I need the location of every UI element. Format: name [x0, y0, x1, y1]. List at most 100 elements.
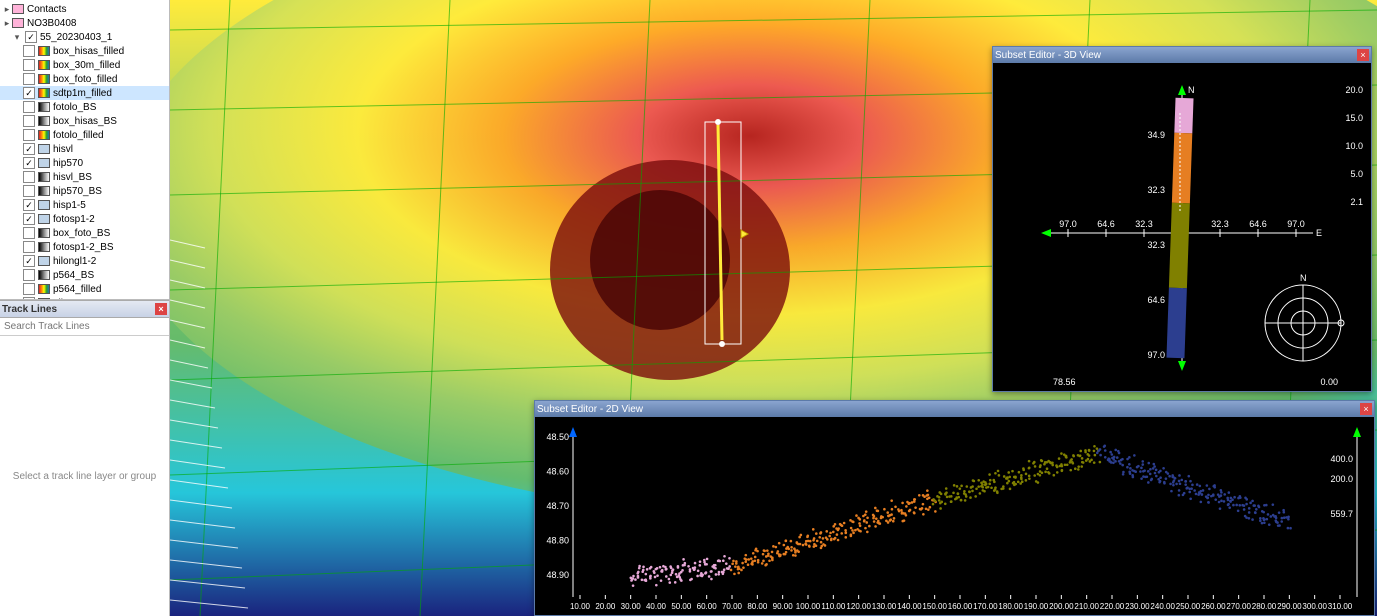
svg-text:190.00: 190.00: [1024, 602, 1049, 611]
tree-layer-item[interactable]: hip570: [0, 156, 169, 170]
checkbox[interactable]: [23, 45, 35, 57]
layer-label: box_foto_filled: [53, 74, 118, 85]
svg-text:160.00: 160.00: [948, 602, 973, 611]
swatch-icon: [38, 46, 50, 56]
swatch-icon: [38, 116, 50, 126]
tree-layer-item[interactable]: box_30m_filled: [0, 58, 169, 72]
svg-text:240.00: 240.00: [1150, 602, 1175, 611]
subset-editor-3d-panel[interactable]: Subset Editor - 3D View × N E 97.064.632: [992, 46, 1372, 392]
tree-layer-item[interactable]: box_foto_filled: [0, 72, 169, 86]
tree-layer-item[interactable]: hip570_BS: [0, 184, 169, 198]
tree-layer-item[interactable]: sdtp1m_filled: [0, 86, 169, 100]
svg-text:150.00: 150.00: [922, 602, 947, 611]
tree-layer-item[interactable]: hisvl: [0, 142, 169, 156]
svg-text:50.00: 50.00: [671, 602, 692, 611]
svg-text:200.00: 200.00: [1049, 602, 1074, 611]
layer-tree[interactable]: ▸ Contacts ▸ NO3B0408 ▾ 55_20230403_1 bo…: [0, 0, 169, 300]
svg-text:230.00: 230.00: [1125, 602, 1150, 611]
readout-right: 0.00: [1320, 377, 1338, 387]
layer-label: box_foto_BS: [53, 228, 110, 239]
tree-contacts[interactable]: ▸ Contacts: [0, 2, 169, 16]
expand-icon[interactable]: ▸: [2, 4, 12, 15]
tree-layer-item[interactable]: hisvl_BS: [0, 170, 169, 184]
tree-layer-item[interactable]: box_hisas_BS: [0, 114, 169, 128]
tree-layer-item[interactable]: p564_BS: [0, 268, 169, 282]
checkbox[interactable]: [23, 283, 35, 295]
tree-layer-item[interactable]: p564_filled: [0, 282, 169, 296]
checkbox[interactable]: [23, 143, 35, 155]
panel3d-body[interactable]: N E 97.064.632.332.364.697.0 20.015.010.…: [993, 63, 1371, 394]
checkbox[interactable]: [23, 59, 35, 71]
svg-text:310.00: 310.00: [1328, 602, 1353, 611]
tree-layer-item[interactable]: fotosp1-2_BS: [0, 240, 169, 254]
svg-text:220.00: 220.00: [1100, 602, 1125, 611]
view2d-canvas[interactable]: 48.5048.6048.7048.8048.90 400.0200.0559.…: [535, 417, 1374, 615]
svg-text:20.0: 20.0: [1345, 85, 1363, 95]
checkbox[interactable]: [23, 115, 35, 127]
layer-label: hisvl_BS: [53, 172, 92, 183]
checkbox[interactable]: [23, 269, 35, 281]
tracklines-title: Track Lines: [2, 304, 57, 315]
checkbox[interactable]: [23, 129, 35, 141]
layer-label: p564_BS: [53, 270, 94, 281]
tree-layer-item[interactable]: fotolo_BS: [0, 100, 169, 114]
swatch-icon: [38, 256, 50, 266]
swatch-icon: [38, 144, 50, 154]
panel-title: Subset Editor - 3D View: [995, 50, 1101, 61]
svg-text:64.6: 64.6: [1249, 219, 1267, 229]
svg-text:250.00: 250.00: [1176, 602, 1201, 611]
checkbox[interactable]: [23, 199, 35, 211]
search-input[interactable]: [0, 318, 169, 335]
swatch-icon: [38, 74, 50, 84]
svg-text:400.0: 400.0: [1330, 454, 1353, 464]
checkbox[interactable]: [23, 157, 35, 169]
tracklines-search[interactable]: [0, 318, 169, 336]
close-icon[interactable]: ×: [1360, 403, 1372, 415]
layer-label: fotosp1-2: [53, 214, 95, 225]
svg-text:10.0: 10.0: [1345, 141, 1363, 151]
swatch-icon: [38, 284, 50, 294]
close-icon[interactable]: ×: [155, 303, 167, 315]
view3d-canvas[interactable]: N E 97.064.632.332.364.697.0 20.015.010.…: [993, 63, 1371, 391]
swatch-icon: [38, 200, 50, 210]
panel-titlebar[interactable]: Subset Editor - 3D View ×: [993, 47, 1371, 63]
checkbox[interactable]: [23, 227, 35, 239]
panel2d-body[interactable]: 48.5048.6048.7048.8048.90 400.0200.0559.…: [535, 417, 1374, 616]
checkbox[interactable]: [23, 87, 35, 99]
tree-label: Contacts: [27, 4, 66, 15]
checkbox[interactable]: [23, 73, 35, 85]
tree-layer-item[interactable]: hilongl1-2: [0, 254, 169, 268]
checkbox[interactable]: [23, 101, 35, 113]
checkbox[interactable]: [23, 185, 35, 197]
svg-text:280.00: 280.00: [1252, 602, 1277, 611]
map-view[interactable]: Subset Editor - 3D View × N E 97.064.632: [170, 0, 1377, 616]
close-icon[interactable]: ×: [1357, 49, 1369, 61]
checkbox[interactable]: [23, 171, 35, 183]
checkbox[interactable]: [23, 241, 35, 253]
checkbox[interactable]: [23, 255, 35, 267]
swatch-icon: [38, 228, 50, 238]
swatch-icon: [38, 214, 50, 224]
expand-icon[interactable]: ▸: [2, 18, 12, 29]
checkbox[interactable]: [25, 31, 37, 43]
tracklines-header[interactable]: Track Lines ×: [0, 300, 169, 318]
tree-layer-item[interactable]: hisp1-5: [0, 198, 169, 212]
empty-text: Select a track line layer or group: [13, 471, 156, 482]
e-label: E: [1316, 228, 1322, 238]
tree-group[interactable]: ▾ 55_20230403_1: [0, 30, 169, 44]
tree-layer-item[interactable]: fotosp1-2: [0, 212, 169, 226]
tree-layer-item[interactable]: box_hisas_filled: [0, 44, 169, 58]
subset-editor-2d-panel[interactable]: Subset Editor - 2D View × 48.5048.6048.7…: [534, 400, 1375, 616]
layer-label: fotosp1-2_BS: [53, 242, 114, 253]
tree-project[interactable]: ▸ NO3B0408: [0, 16, 169, 30]
layer-label: sdtp1m_filled: [53, 88, 112, 99]
panel-titlebar[interactable]: Subset Editor - 2D View ×: [535, 401, 1374, 417]
tree-layer-item[interactable]: box_foto_BS: [0, 226, 169, 240]
svg-text:64.6: 64.6: [1097, 219, 1115, 229]
tree-layer-item[interactable]: fotolo_filled: [0, 128, 169, 142]
svg-text:5.0: 5.0: [1350, 169, 1363, 179]
layer-label: fotolo_BS: [53, 102, 96, 113]
collapse-icon[interactable]: ▾: [12, 32, 22, 43]
svg-text:260.00: 260.00: [1201, 602, 1226, 611]
checkbox[interactable]: [23, 213, 35, 225]
